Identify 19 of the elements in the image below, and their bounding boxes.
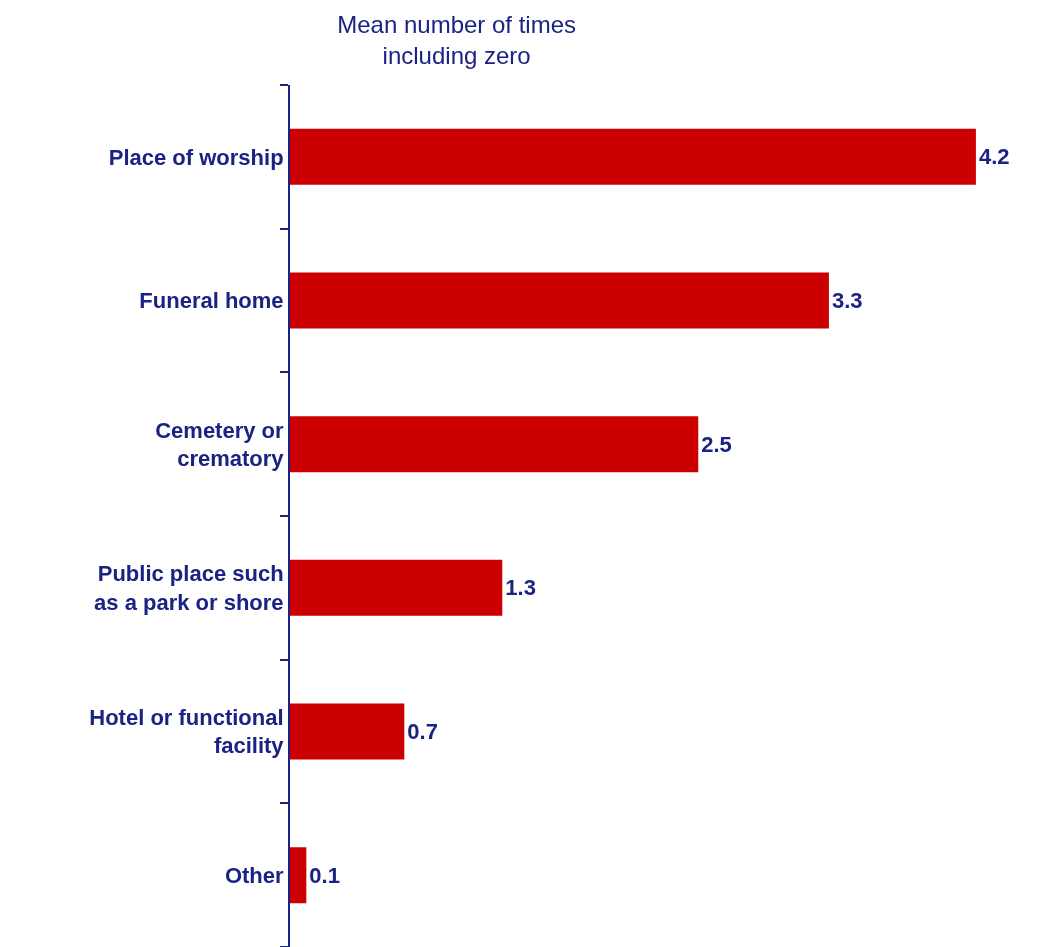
bar: [290, 128, 976, 185]
data-label: 4.2: [978, 144, 1010, 170]
y-tick-label: Other: [224, 862, 285, 888]
y-tick-label: Funeral home: [139, 288, 284, 314]
data-label: 0.1: [309, 862, 340, 888]
bar: [290, 416, 699, 473]
bar: [290, 847, 307, 904]
y-tick-label: Hotel or functional facility: [89, 704, 285, 759]
bar: [290, 703, 405, 760]
y-tick-label: Place of worship: [108, 144, 284, 170]
data-label: 2.5: [701, 431, 732, 457]
y-tick-label: Cemetery or crematory: [155, 417, 285, 472]
chart-title: Mean number of times including zero: [337, 11, 577, 70]
bar: [290, 559, 503, 616]
data-label: 1.3: [505, 575, 536, 601]
data-label: 3.3: [831, 288, 863, 314]
data-label: 0.7: [407, 719, 438, 745]
bar: [290, 272, 829, 329]
y-tick-label: Public place such as a park or shore: [94, 561, 284, 615]
